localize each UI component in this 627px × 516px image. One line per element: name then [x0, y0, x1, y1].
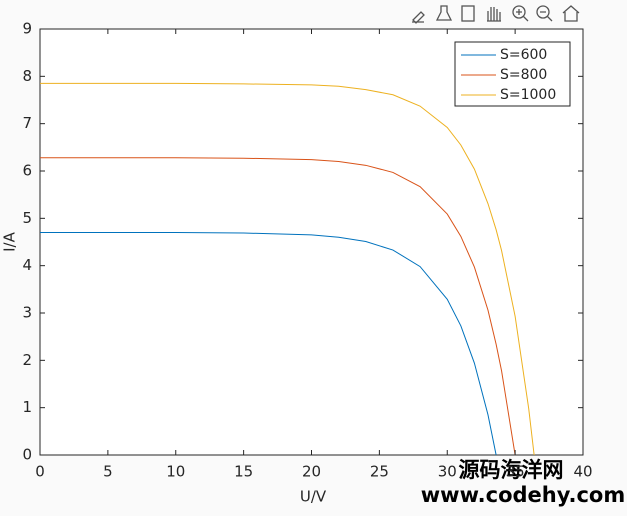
pan-icon[interactable]	[487, 7, 501, 22]
y-tick-label: 6	[22, 162, 32, 180]
edit-icon[interactable]	[412, 11, 425, 24]
y-tick-label: 9	[22, 20, 32, 38]
watermark-url: www.codehy.com	[421, 483, 625, 507]
y-tick-label: 0	[22, 446, 32, 464]
legend-icon[interactable]	[461, 5, 475, 22]
home-icon[interactable]	[562, 5, 580, 22]
x-tick-label: 30	[438, 463, 457, 481]
x-tick-label: 10	[166, 463, 185, 481]
y-tick-label: 2	[22, 351, 32, 369]
x-tick-label: 0	[35, 463, 45, 481]
x-tick-label: 5	[103, 463, 113, 481]
zoom-out-icon[interactable]	[536, 5, 550, 19]
brush-icon[interactable]	[435, 5, 453, 21]
series-line	[40, 232, 497, 456]
x-tick-label: 40	[573, 463, 592, 481]
y-tick-label: 3	[22, 304, 32, 322]
x-tick-label: 35	[506, 463, 525, 481]
zoom-in-icon[interactable]	[512, 5, 526, 19]
series-line	[40, 157, 516, 456]
zoom-in-symbol[interactable]	[516, 9, 529, 22]
plot-area	[40, 82, 535, 456]
y-tick-label: 1	[22, 398, 32, 416]
watermark-title: 源码海洋网	[459, 458, 564, 482]
toolbar[interactable]	[412, 5, 580, 24]
x-tick-label: 25	[370, 463, 389, 481]
y-tick-label: 5	[22, 209, 32, 227]
x-tick-label: 20	[302, 463, 321, 481]
zoom-out-symbol[interactable]	[540, 11, 553, 22]
x-axis-label: U/V	[300, 488, 327, 506]
legend-label: S=600	[500, 47, 547, 63]
series-line	[40, 82, 535, 456]
x-tick-label: 15	[234, 463, 253, 481]
y-axis-label: I/A	[1, 231, 19, 251]
y-tick-label: 7	[22, 114, 32, 132]
y-tick-label: 4	[22, 256, 32, 274]
legend-label: S=1000	[500, 87, 556, 103]
y-tick-label: 8	[22, 67, 32, 85]
legend-label: S=800	[500, 67, 547, 83]
